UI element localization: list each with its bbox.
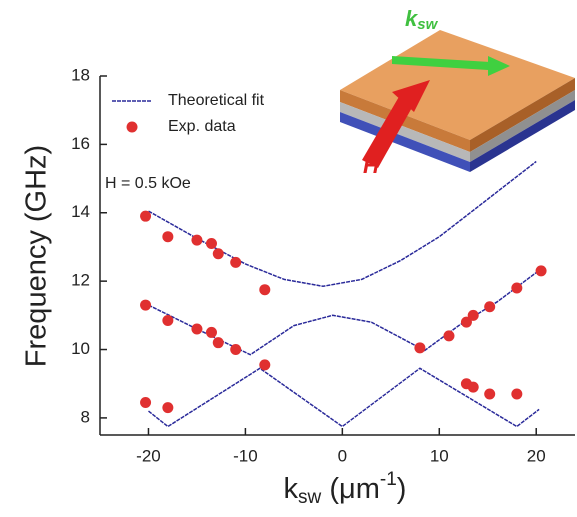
legend-swatch [126, 121, 138, 133]
series [148, 160, 540, 428]
data-point [484, 388, 496, 400]
y-tick-label: 10 [71, 339, 90, 358]
data-point [511, 388, 523, 400]
data-point [484, 301, 496, 313]
x-tick-label: -20 [136, 446, 161, 465]
data-point [460, 316, 472, 328]
data-point [140, 397, 152, 409]
inset-illustration: ksw H [340, 6, 575, 178]
legend-label: Theoretical fit [168, 92, 265, 109]
x-tick-label: -10 [233, 446, 258, 465]
data-point [467, 381, 479, 393]
data-point [162, 402, 174, 414]
data-point [205, 238, 217, 250]
y-tick-label: 16 [71, 134, 90, 153]
y-axis-title: Frequency (GHz) [21, 145, 53, 367]
x-title-part: ) [397, 473, 407, 505]
data-point [414, 342, 426, 354]
data-point [230, 256, 242, 268]
x-tick-label: 0 [338, 446, 347, 465]
svg-text:ksw: ksw [405, 6, 439, 33]
data-point [162, 231, 174, 243]
data-point [535, 265, 547, 277]
data-point [259, 284, 271, 296]
y-tick-label: 12 [71, 271, 90, 290]
x-title-sub: sw [298, 487, 322, 508]
data-point [162, 314, 174, 326]
data-point [191, 234, 203, 246]
data-point [511, 282, 523, 294]
x-axis-title: ksw (μm-1) [284, 469, 407, 508]
x-title-sup: -1 [380, 469, 397, 490]
x-title-part: (μm [321, 473, 380, 505]
inset-label: H [363, 153, 380, 178]
inset-label: k [405, 6, 419, 31]
data-point [443, 330, 455, 342]
data-point [259, 359, 271, 371]
y-tick-label: 14 [71, 202, 90, 221]
annotation: H = 0.5 kOe [105, 175, 191, 192]
data-point [212, 248, 224, 260]
x-title-part: k [284, 473, 299, 505]
data-point [140, 299, 152, 311]
inset-label-sub: sw [417, 16, 438, 33]
data-point [467, 309, 479, 321]
x-tick-label: 20 [527, 446, 546, 465]
data-point [140, 210, 152, 222]
series [140, 210, 547, 414]
legend-label: Exp. data [168, 118, 236, 135]
data-point [212, 337, 224, 349]
data-point [205, 326, 217, 338]
data-point [191, 323, 203, 335]
y-tick-label: 18 [71, 65, 90, 84]
y-tick-label: 8 [81, 407, 90, 426]
x-tick-label: 10 [430, 446, 449, 465]
fit-line [148, 160, 540, 428]
data-point [230, 344, 242, 356]
